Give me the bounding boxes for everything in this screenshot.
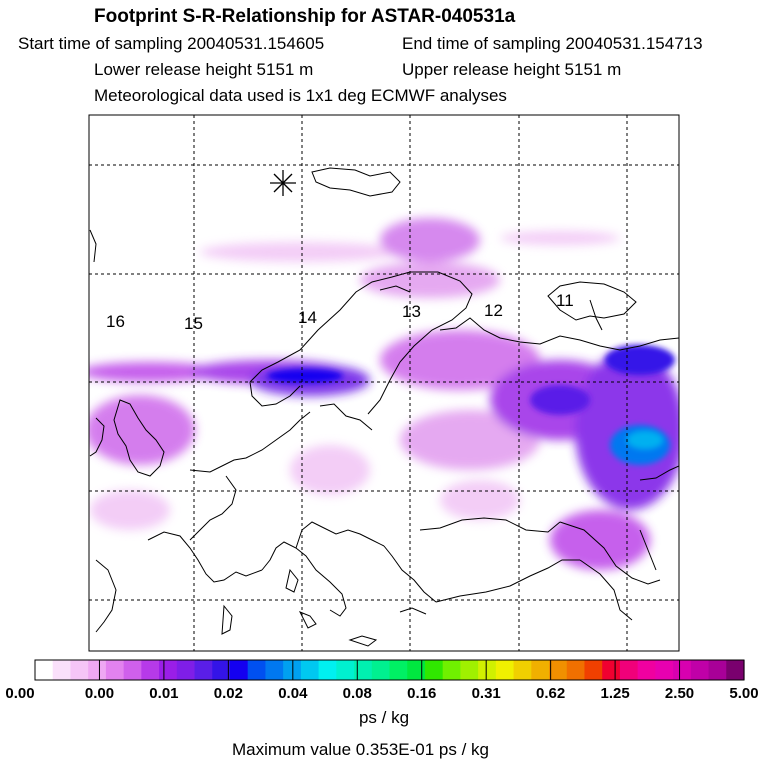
upper-height-label: Upper release height 5151 m xyxy=(402,60,622,79)
colorbar-label: 0.02 xyxy=(213,685,243,702)
track-label: 16 xyxy=(106,312,125,331)
colorbar-cell xyxy=(283,660,302,680)
colorbar-cell xyxy=(247,660,267,680)
colorbar-cell xyxy=(619,660,639,680)
start-time-label: Start time of sampling 20040531.154605 xyxy=(18,34,325,53)
colorbar-cell xyxy=(389,660,408,680)
colorbar-cell xyxy=(35,660,54,680)
end-time-label: End time of sampling 20040531.154713 xyxy=(402,34,703,53)
colorbar-label: 0.00 xyxy=(84,685,115,702)
colorbar-cell xyxy=(549,660,568,680)
colorbar-cell xyxy=(442,660,462,680)
colorbar-cell xyxy=(265,660,284,680)
plot-title: Footprint S-R-Relationship for ASTAR-040… xyxy=(94,6,516,27)
colorbar-frame xyxy=(34,659,745,681)
colorbar-cell xyxy=(690,660,710,680)
colorbar-ticks xyxy=(98,660,681,680)
track-labels: 16 15 14 13 12 11 xyxy=(106,291,574,333)
colorbar-cell xyxy=(194,660,213,680)
colorbar-cell xyxy=(52,660,72,680)
colorbar-cell xyxy=(407,660,426,680)
colorbar-label: 0.01 xyxy=(149,685,179,702)
colorbar-cell xyxy=(726,660,745,680)
colorbar-cell xyxy=(70,660,89,680)
colorbar-cell xyxy=(300,660,320,680)
footprint-field xyxy=(89,218,679,570)
track-label: 14 xyxy=(298,308,317,327)
colorbar-cell xyxy=(566,660,586,680)
colorbar-cell xyxy=(212,660,231,680)
star-marker xyxy=(270,170,296,196)
colorbar-cells xyxy=(35,660,745,680)
colorbar-cell xyxy=(159,660,178,680)
colorbar-cell xyxy=(531,660,550,680)
colorbar-label: 2.50 xyxy=(664,685,695,702)
meteo-data-label: Meteorological data used is 1x1 deg ECMW… xyxy=(94,86,507,105)
colorbar-cell xyxy=(424,660,444,680)
colorbar-cell xyxy=(637,660,656,680)
colorbar-label: 0.62 xyxy=(536,685,566,702)
colorbar-cell xyxy=(123,660,142,680)
colorbar-units: ps / kg xyxy=(358,708,410,727)
track-label: 15 xyxy=(184,314,203,333)
colorbar-cell xyxy=(176,660,196,680)
colorbar-label: 0.16 xyxy=(407,685,437,702)
colorbar-cell xyxy=(673,660,692,680)
colorbar-cell xyxy=(495,660,515,680)
maximum-value-label: Maximum value 0.353E-01 ps / kg xyxy=(232,740,490,759)
track-label: 11 xyxy=(556,291,574,310)
colorbar-cell xyxy=(318,660,337,680)
colorbar-cell xyxy=(105,660,125,680)
colorbar-cell xyxy=(229,660,249,680)
colorbar-label: 0.00 xyxy=(5,685,35,702)
colorbar-cell xyxy=(708,660,727,680)
colorbar-cell xyxy=(478,660,497,680)
colorbar-cell xyxy=(336,660,355,680)
track-label: 12 xyxy=(484,301,503,320)
colorbar-label: 0.08 xyxy=(342,685,372,702)
colorbar-label: 1.25 xyxy=(600,685,630,702)
colorbar-cell xyxy=(602,660,621,680)
lower-height-label: Lower release height 5151 m xyxy=(94,60,314,79)
track-label: 13 xyxy=(402,302,421,321)
colorbar-cell xyxy=(460,660,479,680)
map-frame xyxy=(88,114,680,652)
grid-lines xyxy=(89,115,679,651)
colorbar-cell xyxy=(88,660,107,680)
colorbar-cell xyxy=(354,660,373,680)
colorbar-cell xyxy=(371,660,391,680)
colorbar-cell xyxy=(655,660,674,680)
colorbar-label: 5.00 xyxy=(729,685,759,702)
colorbar-cell xyxy=(513,660,532,680)
colorbar-label: 0.31 xyxy=(471,685,501,702)
coastlines xyxy=(89,167,679,647)
colorbar-cell xyxy=(584,660,603,680)
colorbar-cell xyxy=(141,660,160,680)
colorbar-label: 0.04 xyxy=(278,685,308,702)
